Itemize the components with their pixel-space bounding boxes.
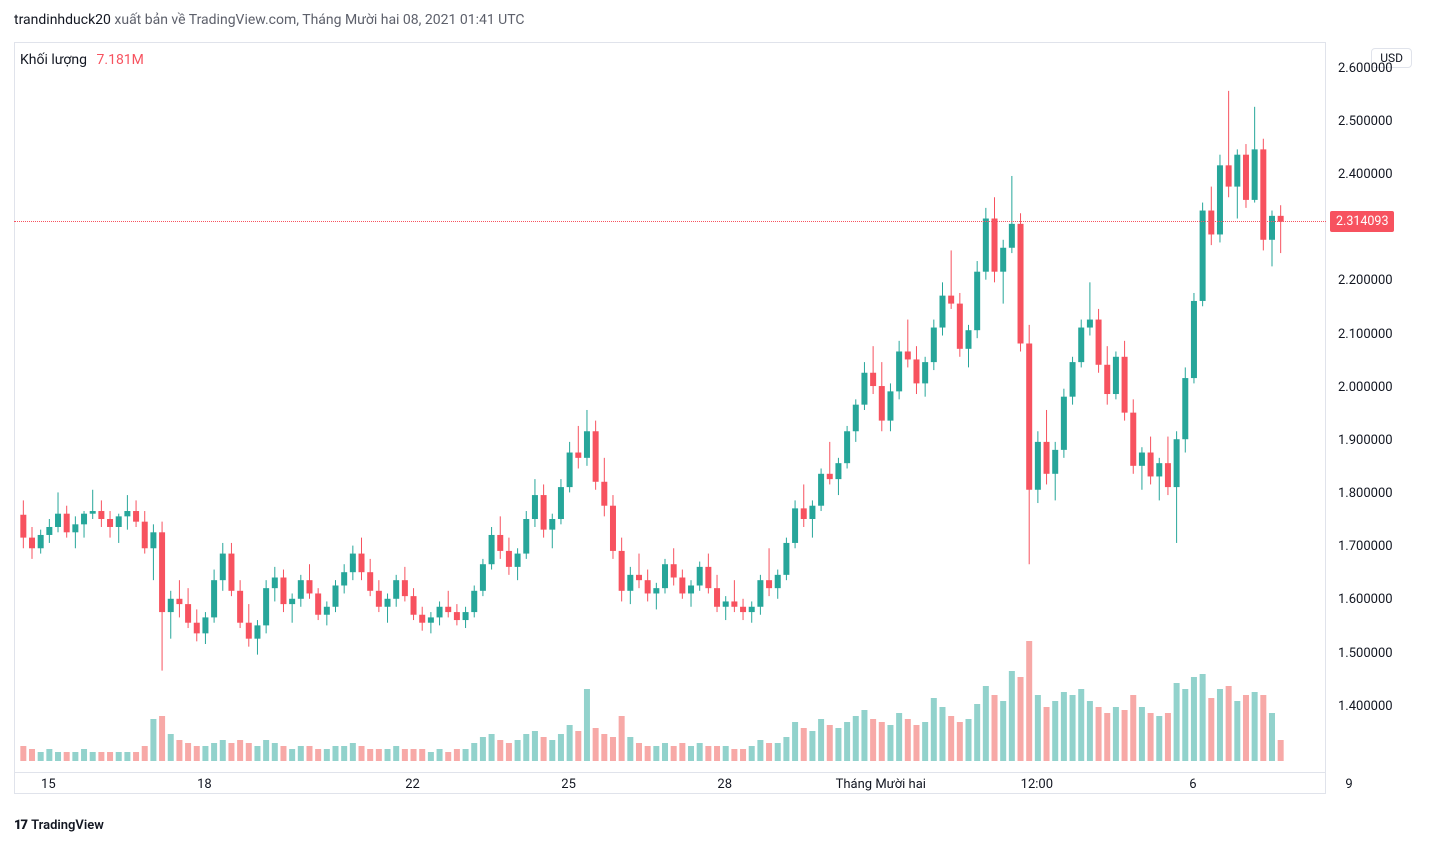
- time-tick-label: 28: [717, 777, 732, 792]
- published-text: xuất bản về TradingView.com,: [114, 12, 299, 28]
- time-tick-label: 9: [1345, 777, 1352, 792]
- price-tick-label: 1.600000: [1338, 592, 1393, 607]
- last-price-line: [14, 221, 1326, 222]
- tradingview-watermark: 17 TradingView: [14, 818, 104, 833]
- tradingview-logo-icon: 17: [14, 818, 27, 833]
- time-tick-label: 25: [561, 777, 576, 792]
- price-tick-label: 1.800000: [1338, 486, 1393, 501]
- publish-header: trandinhduck20 xuất bản về TradingView.c…: [14, 12, 525, 28]
- time-tick-label: 12:00: [1021, 777, 1053, 792]
- time-axis[interactable]: 1518222528Tháng Mười hai12:0069: [14, 772, 1326, 795]
- price-tick-label: 1.400000: [1338, 699, 1393, 714]
- price-tick-label: 2.000000: [1338, 380, 1393, 395]
- price-tick-label: 2.200000: [1338, 273, 1393, 288]
- price-axis[interactable]: USD 1.4000001.5000001.6000001.7000001.80…: [1330, 42, 1420, 794]
- price-tick-label: 1.700000: [1338, 539, 1393, 554]
- price-tick-label: 1.900000: [1338, 433, 1393, 448]
- chart-pane[interactable]: [14, 42, 1326, 794]
- price-tick-label: 2.500000: [1338, 114, 1393, 129]
- time-tick-label: 22: [405, 777, 420, 792]
- publish-timestamp: Tháng Mười hai 08, 2021 01:41 UTC: [302, 12, 524, 28]
- price-tick-label: 1.500000: [1338, 646, 1393, 661]
- price-tick-label: 2.400000: [1338, 167, 1393, 182]
- price-tick-label: 2.100000: [1338, 327, 1393, 342]
- username: trandinhduck20: [14, 12, 111, 28]
- price-tick-label: 2.600000: [1338, 61, 1393, 76]
- last-price-flag: 2.314093: [1330, 211, 1394, 232]
- tradingview-text: TradingView: [31, 818, 104, 833]
- candlestick-chart: [15, 43, 1325, 793]
- time-tick-label: 18: [197, 777, 212, 792]
- time-tick-label: Tháng Mười hai: [836, 777, 926, 792]
- time-tick-label: 15: [41, 777, 56, 792]
- time-tick-label: 6: [1189, 777, 1196, 792]
